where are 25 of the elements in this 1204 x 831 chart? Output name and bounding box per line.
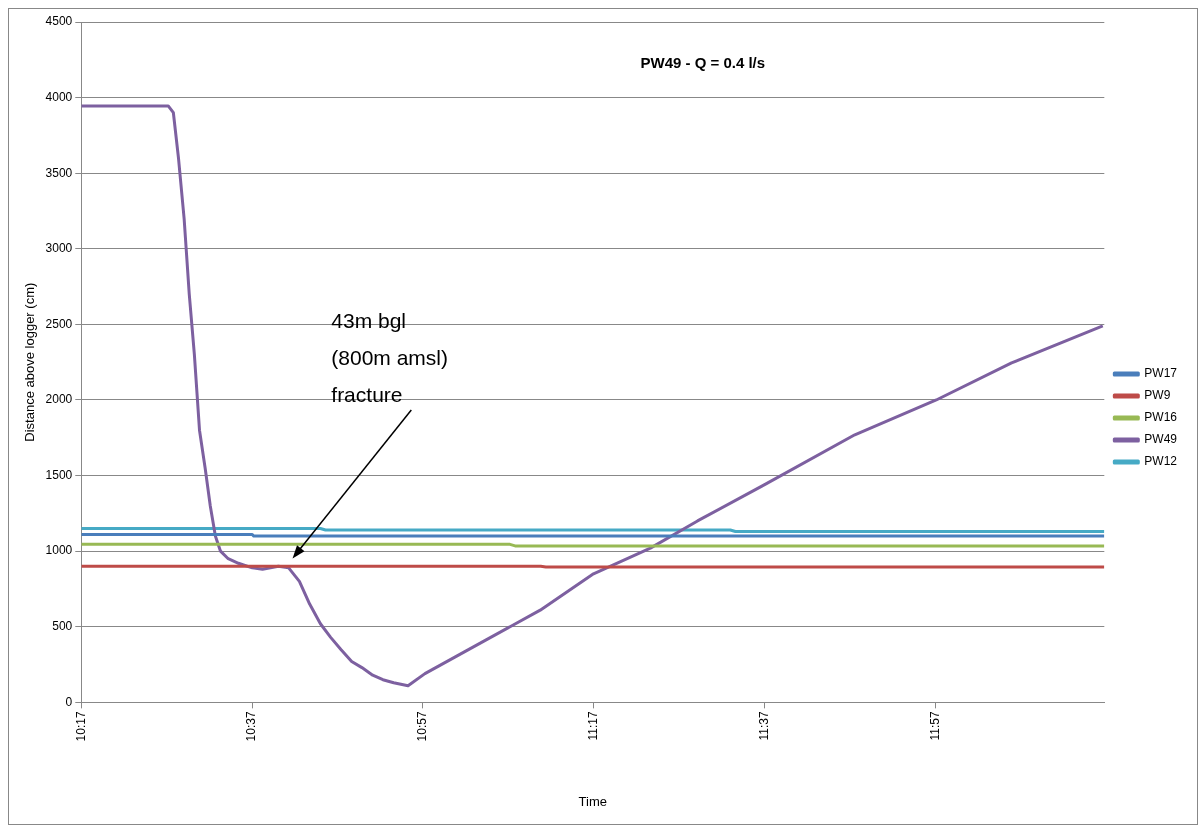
y-tick-label: 3000: [45, 241, 73, 256]
y-axis-title: Distance above logger (cm): [22, 282, 38, 442]
x-tick-label: 11:57: [927, 711, 942, 741]
legend-label: PW17: [1144, 366, 1178, 381]
legend-label: PW12: [1144, 454, 1178, 469]
legend-label: PW16: [1144, 410, 1178, 425]
y-tick-label: 4000: [45, 89, 73, 104]
text: PW49 - Q = 0.4 l/s: [640, 54, 766, 72]
y-tick-label: 500: [52, 619, 73, 634]
x-tick-label: 10:57: [415, 711, 430, 742]
y-tick-label: 1500: [45, 467, 73, 482]
annotation: 43m bgl (800m amsl) fracture: [331, 308, 448, 406]
x-tick-label: 10:17: [73, 711, 88, 742]
x-axis-title: Time: [578, 793, 608, 809]
legend-label: PW9: [1144, 388, 1171, 403]
x-tick-label: 10:37: [244, 711, 259, 742]
y-tick-label: 1000: [45, 543, 73, 558]
y-tick-label: 2500: [45, 316, 73, 331]
legend-label: PW49: [1144, 432, 1178, 447]
y-tick-label: 2000: [45, 392, 73, 407]
y-tick-label: 0: [65, 694, 73, 709]
y-tick-label: 3500: [45, 165, 73, 180]
y-tick-label: 4500: [45, 14, 73, 29]
x-tick-label: 11:17: [585, 711, 600, 741]
x-tick-label: 11:37: [756, 711, 771, 741]
